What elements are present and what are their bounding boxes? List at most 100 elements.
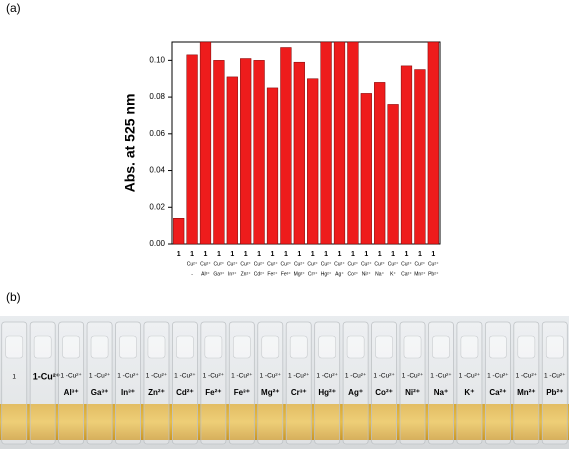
x-tick-label: Cu²⁺ bbox=[187, 261, 198, 267]
vial-cap bbox=[62, 335, 80, 359]
vial-cap bbox=[232, 335, 251, 359]
vial-cap bbox=[375, 335, 393, 359]
vial bbox=[541, 321, 568, 445]
vial-cap bbox=[261, 335, 280, 359]
x-tick-label: - bbox=[191, 271, 193, 277]
x-tick-label: 1 bbox=[364, 251, 368, 258]
vial-label: 1 -Cu²⁺ bbox=[544, 373, 566, 380]
vial-label: 1 -Cu²⁺ bbox=[459, 373, 481, 380]
vial-cap bbox=[33, 335, 52, 359]
x-tick-label: Hg²⁺ bbox=[321, 271, 332, 277]
bar bbox=[333, 41, 346, 245]
panel-label: (a) bbox=[6, 1, 21, 15]
x-tick-label: Na⁺ bbox=[375, 271, 384, 277]
vial-label: 1 bbox=[12, 374, 16, 381]
plot-frame bbox=[171, 41, 441, 245]
vial-label: Ga³⁺ bbox=[91, 388, 109, 397]
bar bbox=[307, 78, 319, 245]
x-tick-label: Al³⁺ bbox=[201, 271, 210, 277]
vial bbox=[399, 321, 426, 445]
vial bbox=[58, 321, 85, 445]
vial-label: 1 -Cu²⁺ bbox=[89, 373, 111, 380]
vial-cap bbox=[147, 335, 166, 359]
bar bbox=[280, 47, 292, 245]
vial-label: Na⁺ bbox=[434, 388, 448, 397]
vial-label: Cr³⁺ bbox=[291, 388, 307, 397]
bar bbox=[199, 41, 212, 245]
x-tick-label: 1 bbox=[338, 251, 342, 258]
vial-cap bbox=[545, 335, 564, 359]
vial bbox=[200, 321, 227, 445]
vial-label: 1 -Cu²⁺ bbox=[60, 373, 82, 380]
x-tick-label: 1 bbox=[405, 251, 409, 258]
x-tick-label: Ca²⁺ bbox=[401, 271, 412, 277]
vial-label: Cd²⁺ bbox=[176, 388, 194, 397]
bar bbox=[414, 69, 426, 245]
x-tick-label: 1 bbox=[391, 251, 395, 258]
x-tick-label: Cu²⁺ bbox=[200, 261, 211, 267]
vial-label: Mg²⁺ bbox=[261, 388, 279, 397]
vial-label: Fe³⁺ bbox=[234, 388, 250, 397]
x-tick-label: Cu²⁺ bbox=[388, 261, 399, 267]
x-tick-label: Cu²⁺ bbox=[401, 261, 412, 267]
x-tick-label: In³⁺ bbox=[228, 271, 237, 277]
vial-label: 1 -Cu²⁺ bbox=[174, 373, 196, 380]
x-tick-label: Mn²⁺ bbox=[414, 271, 426, 277]
x-tick-label: Fe³⁺ bbox=[281, 271, 292, 277]
vial bbox=[428, 321, 454, 445]
bar bbox=[374, 82, 386, 245]
vial bbox=[257, 321, 284, 445]
vial bbox=[342, 321, 369, 445]
vial-cap bbox=[489, 335, 507, 359]
x-tick-label: K⁺ bbox=[390, 271, 396, 277]
vial-cap bbox=[204, 335, 223, 359]
bar bbox=[400, 65, 413, 245]
x-tick-label: 1 bbox=[431, 251, 435, 258]
x-tick-label: 1 bbox=[378, 251, 382, 258]
bar bbox=[266, 87, 279, 245]
panel-label: (b) bbox=[6, 290, 21, 304]
vial-label: 1-Cu²⁺ bbox=[33, 371, 61, 381]
x-tick-label: Cu²⁺ bbox=[415, 261, 426, 267]
x-tick-label: 1 bbox=[324, 251, 328, 258]
y-axis-label: Abs. at 525 nm bbox=[122, 94, 138, 193]
bar bbox=[186, 54, 198, 245]
x-tick-label: Zn²⁺ bbox=[241, 271, 252, 277]
x-tick-label: Cu²⁺ bbox=[374, 261, 385, 267]
y-tick-label: 0.00 bbox=[149, 239, 165, 248]
x-tick-label: 1 bbox=[244, 251, 248, 258]
x-tick-label: Fe²⁺ bbox=[267, 271, 278, 277]
x-tick-label: 1 bbox=[284, 251, 288, 258]
vial bbox=[172, 321, 198, 445]
x-tick-label: Cu²⁺ bbox=[361, 261, 372, 267]
bar bbox=[387, 104, 399, 245]
x-tick-label: 1 bbox=[271, 251, 275, 258]
vial bbox=[228, 321, 255, 445]
photo bbox=[0, 316, 569, 449]
vial-label: Ni²⁺ bbox=[405, 388, 420, 397]
vial bbox=[29, 321, 56, 445]
vial-cap bbox=[176, 335, 194, 359]
vial bbox=[484, 321, 511, 445]
y-tick-label: 0.08 bbox=[149, 92, 165, 101]
x-tick-label: Cu²⁺ bbox=[254, 261, 265, 267]
vial-label: Ca²⁺ bbox=[489, 388, 506, 397]
x-tick-label: Cu²⁺ bbox=[214, 261, 225, 267]
bar bbox=[213, 60, 225, 245]
bar bbox=[347, 41, 359, 245]
x-tick-label: Cu²⁺ bbox=[334, 261, 345, 267]
vial-label: 1 -Cu²⁺ bbox=[373, 373, 395, 380]
bar bbox=[360, 93, 372, 245]
vial-cap bbox=[346, 335, 365, 359]
vial-label: 1 -Cu²⁺ bbox=[260, 373, 282, 380]
vial-cap bbox=[90, 335, 109, 359]
x-tick-label: Cu²⁺ bbox=[321, 261, 332, 267]
vial-label: 1 -Cu²⁺ bbox=[430, 373, 452, 380]
vial-label: Al³⁺ bbox=[64, 388, 79, 397]
x-tick-label: Co²⁺ bbox=[348, 271, 359, 277]
vial-cap bbox=[432, 335, 450, 359]
vial-label: 1 -Cu²⁺ bbox=[146, 373, 168, 380]
vial bbox=[115, 321, 141, 445]
x-tick-label: 1 bbox=[217, 251, 221, 258]
